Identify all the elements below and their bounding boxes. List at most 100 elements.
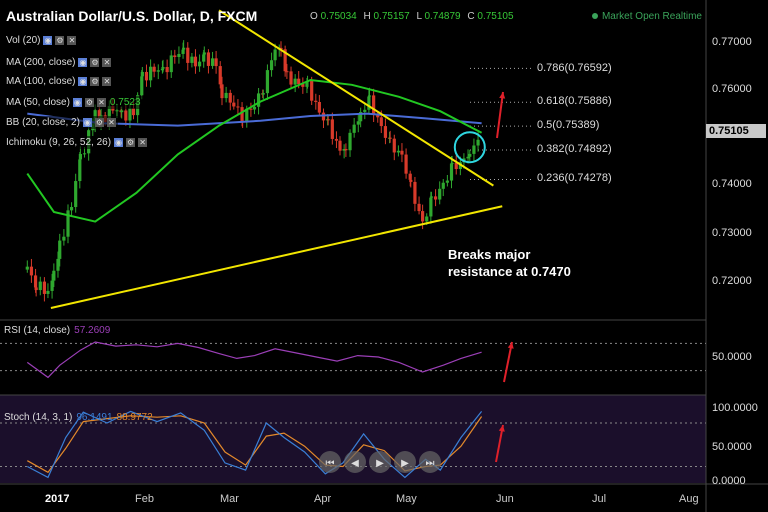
close-icon[interactable]: ✕ — [67, 35, 77, 45]
candle-body — [468, 153, 472, 157]
indicator-ma200[interactable]: MA (200, close) ◉ ⚙ ✕ — [4, 56, 114, 69]
candle-body — [269, 60, 274, 71]
candle-body — [173, 55, 177, 58]
settings-icon[interactable]: ⚙ — [126, 137, 136, 147]
y-tick-label: 0.76000 — [712, 83, 752, 95]
candle-body — [388, 137, 392, 139]
indicator-ma100[interactable]: MA (100, close) ◉ ⚙ ✕ — [4, 75, 114, 88]
candle-body — [376, 114, 380, 118]
settings-icon[interactable]: ⚙ — [90, 76, 100, 86]
playback-icon: ◀ — [351, 458, 359, 469]
candle-body — [42, 281, 47, 294]
close-icon[interactable]: ✕ — [138, 137, 148, 147]
candle-body — [224, 92, 228, 99]
x-tick-label: 2017 — [45, 493, 70, 505]
ma50-line — [26, 78, 483, 223]
settings-icon[interactable]: ⚙ — [84, 97, 94, 107]
candle-body — [120, 110, 124, 113]
resistance-trendline — [218, 9, 494, 187]
eye-icon[interactable]: ◉ — [114, 137, 124, 147]
candle-body — [310, 80, 314, 101]
candle-body — [342, 149, 346, 151]
fib-label: 0.618(0.75886) — [537, 95, 612, 107]
candle-body — [252, 106, 257, 110]
candle-body — [261, 93, 265, 95]
playback-button — [319, 451, 341, 473]
candle-body — [78, 154, 82, 160]
candle-body — [289, 71, 293, 85]
settings-icon[interactable]: ⚙ — [94, 117, 104, 127]
candle-body — [326, 119, 330, 121]
candle-body — [273, 49, 277, 61]
settings-icon[interactable]: ⚙ — [90, 57, 100, 67]
candle-body — [367, 96, 371, 110]
high-value: 0.75157 — [373, 11, 410, 22]
indicator-ma50[interactable]: MA (50, close) ◉ ⚙ ✕ 0.7523 — [4, 96, 143, 109]
close-icon[interactable]: ✕ — [102, 76, 112, 86]
playback-button — [419, 451, 441, 473]
candle-body — [450, 162, 454, 164]
ohlc-readout: O 0.75034 H 0.75157 L 0.74879 C 0.75105 — [310, 11, 514, 22]
rsi-legend[interactable]: RSI (14, close) 57.2609 — [4, 325, 111, 336]
playback-icon: ⏭ — [426, 458, 435, 469]
candle-body — [214, 58, 218, 67]
close-icon[interactable]: ✕ — [96, 97, 106, 107]
close-icon[interactable]: ✕ — [106, 117, 116, 127]
chart-title: Australian Dollar/U.S. Dollar, D, FXCM — [6, 8, 258, 24]
candle-body — [46, 290, 50, 294]
indicator-vol[interactable]: Vol (20) ◉ ⚙ ✕ — [4, 34, 79, 47]
candle-body — [115, 110, 119, 112]
candle-body — [363, 109, 367, 112]
candle-body — [182, 47, 186, 50]
playback-button — [394, 451, 416, 473]
candle-body — [454, 162, 458, 170]
x-tick-label: Apr — [314, 493, 332, 505]
stoch-legend[interactable]: Stoch (14, 3, 1) 96.1491 88.9772 — [4, 412, 153, 423]
candle-body — [156, 70, 160, 72]
candle-body — [433, 196, 438, 200]
candle-body — [218, 66, 222, 85]
candle-body — [181, 49, 185, 54]
eye-icon[interactable]: ◉ — [78, 57, 88, 67]
y-tick-label: 0.77000 — [712, 36, 752, 48]
candle-body — [144, 71, 149, 81]
rsi-line — [26, 341, 482, 379]
candle-body — [466, 156, 470, 159]
candle-body — [429, 196, 434, 198]
candle-body — [449, 163, 454, 181]
close-icon[interactable]: ✕ — [102, 57, 112, 67]
playback-button — [344, 451, 366, 473]
eye-icon[interactable]: ◉ — [78, 76, 88, 86]
rsi-tick-label: 50.0000 — [712, 351, 752, 363]
y-tick-label: 0.73000 — [712, 227, 752, 239]
candle-body — [338, 140, 342, 151]
y-tick-label: 0.72000 — [712, 275, 752, 287]
settings-icon[interactable]: ⚙ — [55, 35, 65, 45]
candle-body — [186, 47, 190, 63]
playback-button — [369, 451, 391, 473]
rsi-panel-bg — [0, 322, 706, 393]
x-tick-label: Jun — [496, 493, 514, 505]
candle-body — [228, 92, 232, 103]
candle-body — [359, 111, 363, 122]
eye-icon[interactable]: ◉ — [82, 117, 92, 127]
candle-body — [317, 102, 321, 113]
candle-body — [372, 95, 376, 115]
candle-body — [352, 124, 356, 133]
candle-body — [404, 154, 408, 174]
candle-body — [383, 126, 388, 138]
candle-body — [34, 287, 38, 291]
indicator-ichimoku[interactable]: Ichimoku (9, 26, 52, 26) ◉ ⚙ ✕ — [4, 136, 150, 149]
candle-body — [256, 93, 261, 107]
status-dot-icon — [591, 13, 598, 19]
ma50-value: 0.7523 — [109, 97, 141, 108]
eye-icon[interactable]: ◉ — [72, 97, 82, 107]
candle-body — [202, 54, 206, 62]
eye-icon[interactable]: ◉ — [43, 35, 53, 45]
x-tick-label: Aug — [679, 493, 699, 505]
candle-body — [472, 145, 476, 154]
red-arrow-icon — [496, 91, 504, 139]
candle-body — [220, 84, 224, 99]
indicator-bb[interactable]: BB (20, close, 2) ◉ ⚙ ✕ — [4, 116, 118, 129]
